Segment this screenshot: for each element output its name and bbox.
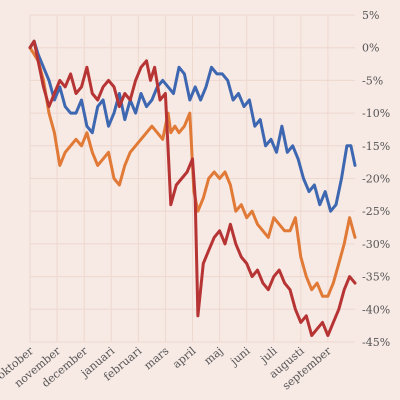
x-tick-label: april <box>170 344 199 371</box>
series-line-3 <box>28 39 357 337</box>
series-line-1 <box>28 39 357 213</box>
y-tick-label: -25% <box>362 205 390 218</box>
y-tick-label: 5% <box>362 9 379 22</box>
y-tick-label: -20% <box>362 173 390 186</box>
x-tick-label: maj <box>202 344 226 367</box>
y-tick-label: -35% <box>362 271 390 284</box>
y-tick-label: -5% <box>362 74 383 87</box>
x-tick-label: juni <box>227 344 253 369</box>
y-tick-label: -40% <box>362 303 390 316</box>
y-tick-labels: 5% 0% -5% -10% -15% -20% -25% -30% -35% -40% -45% <box>362 9 390 349</box>
x-tick-labels: oktobernovemberdecemberjanuarifebruarima… <box>0 344 334 393</box>
y-tick-label: -30% <box>362 238 390 251</box>
series-line-2 <box>28 46 357 298</box>
y-tick-label: -10% <box>362 107 390 120</box>
x-tick-label: mars <box>142 344 172 372</box>
y-tick-label: 0% <box>362 42 379 55</box>
y-tick-label: -45% <box>362 336 390 349</box>
series-lines <box>28 39 357 337</box>
y-tick-label: -15% <box>362 140 390 153</box>
